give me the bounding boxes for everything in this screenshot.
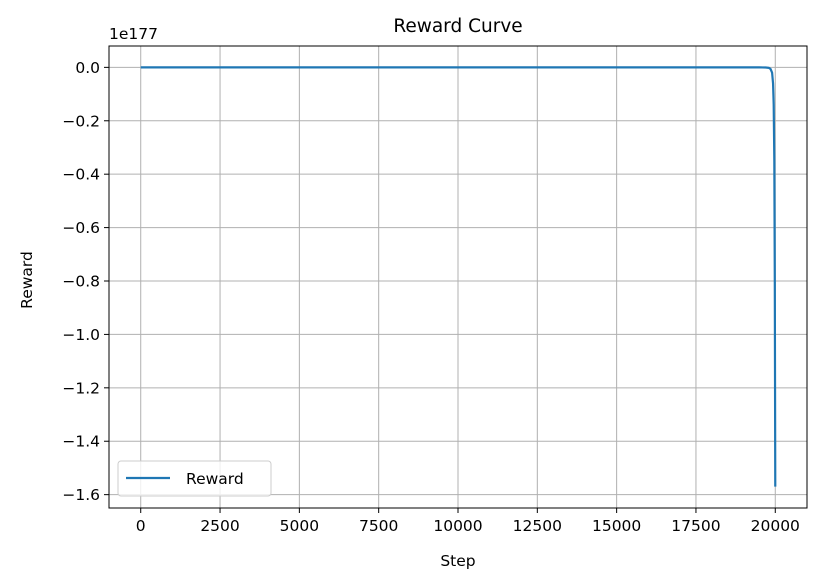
x-tick-label: 17500 [671, 517, 720, 535]
legend-label-reward: Reward [186, 470, 244, 488]
x-tick-label: 7500 [359, 517, 398, 535]
x-tick-label: 5000 [280, 517, 319, 535]
y-tick-label: −1.0 [62, 326, 100, 344]
series-line-reward [140, 66, 777, 487]
x-tick-label: 15000 [592, 517, 641, 535]
y-axis-label: Reward [18, 251, 36, 309]
y-tick-label: −1.6 [62, 486, 100, 504]
x-tick-label: 12500 [513, 517, 562, 535]
y-tick-label: −0.2 [62, 112, 100, 130]
x-tick-label: 10000 [433, 517, 482, 535]
grid [109, 46, 807, 508]
x-tick-label: 2500 [200, 517, 239, 535]
x-tick-label: 20000 [751, 517, 800, 535]
y-tick-label: −0.6 [62, 219, 100, 237]
legend: Reward [117, 460, 272, 497]
chart-title: Reward Curve [393, 16, 522, 37]
x-tick-label: 0 [136, 517, 146, 535]
y-tick-label: −0.4 [62, 166, 100, 184]
y-axis-ticks: 0.0 −0.2 −0.4 −0.6 −0.8 −1.0 −1.2 −1.4 −1.6 [62, 59, 109, 504]
y-tick-label: −1.4 [62, 433, 100, 451]
y-offset-label: 1e177 [109, 25, 158, 43]
legend-box [117, 460, 272, 497]
x-axis-ticks: 0 2500 5000 7500 10000 12500 15000 17500 20000 [136, 508, 800, 535]
series-layer [140, 66, 777, 487]
y-tick-label: −0.8 [62, 273, 100, 291]
y-tick-label: 0.0 [75, 59, 100, 77]
x-axis-label: Step [440, 552, 475, 570]
y-tick-label: −1.2 [62, 379, 100, 397]
